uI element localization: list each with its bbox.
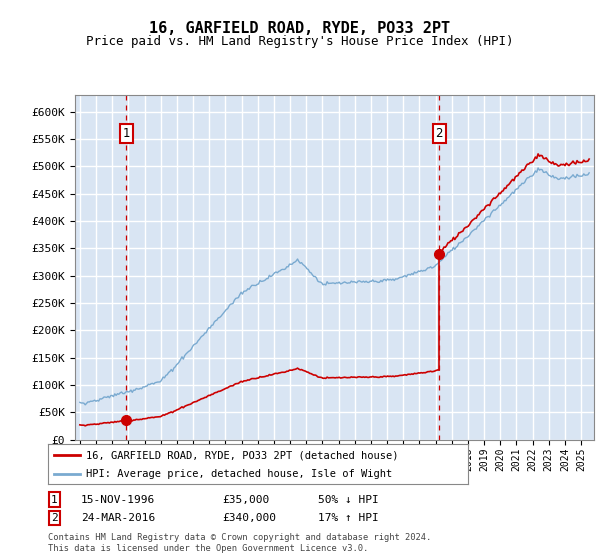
Text: 15-NOV-1996: 15-NOV-1996 [81, 494, 155, 505]
Text: Contains HM Land Registry data © Crown copyright and database right 2024.
This d: Contains HM Land Registry data © Crown c… [48, 534, 431, 553]
Text: Price paid vs. HM Land Registry's House Price Index (HPI): Price paid vs. HM Land Registry's House … [86, 35, 514, 48]
Text: 24-MAR-2016: 24-MAR-2016 [81, 513, 155, 523]
Text: 50% ↓ HPI: 50% ↓ HPI [318, 494, 379, 505]
Text: £340,000: £340,000 [222, 513, 276, 523]
Text: 16, GARFIELD ROAD, RYDE, PO33 2PT: 16, GARFIELD ROAD, RYDE, PO33 2PT [149, 21, 451, 36]
Text: 1: 1 [122, 127, 130, 139]
Text: 17% ↑ HPI: 17% ↑ HPI [318, 513, 379, 523]
Text: £35,000: £35,000 [222, 494, 269, 505]
Text: 2: 2 [436, 127, 443, 139]
Text: 16, GARFIELD ROAD, RYDE, PO33 2PT (detached house): 16, GARFIELD ROAD, RYDE, PO33 2PT (detac… [86, 450, 398, 460]
Text: HPI: Average price, detached house, Isle of Wight: HPI: Average price, detached house, Isle… [86, 469, 392, 479]
Text: 1: 1 [51, 494, 58, 505]
Text: 2: 2 [51, 513, 58, 523]
